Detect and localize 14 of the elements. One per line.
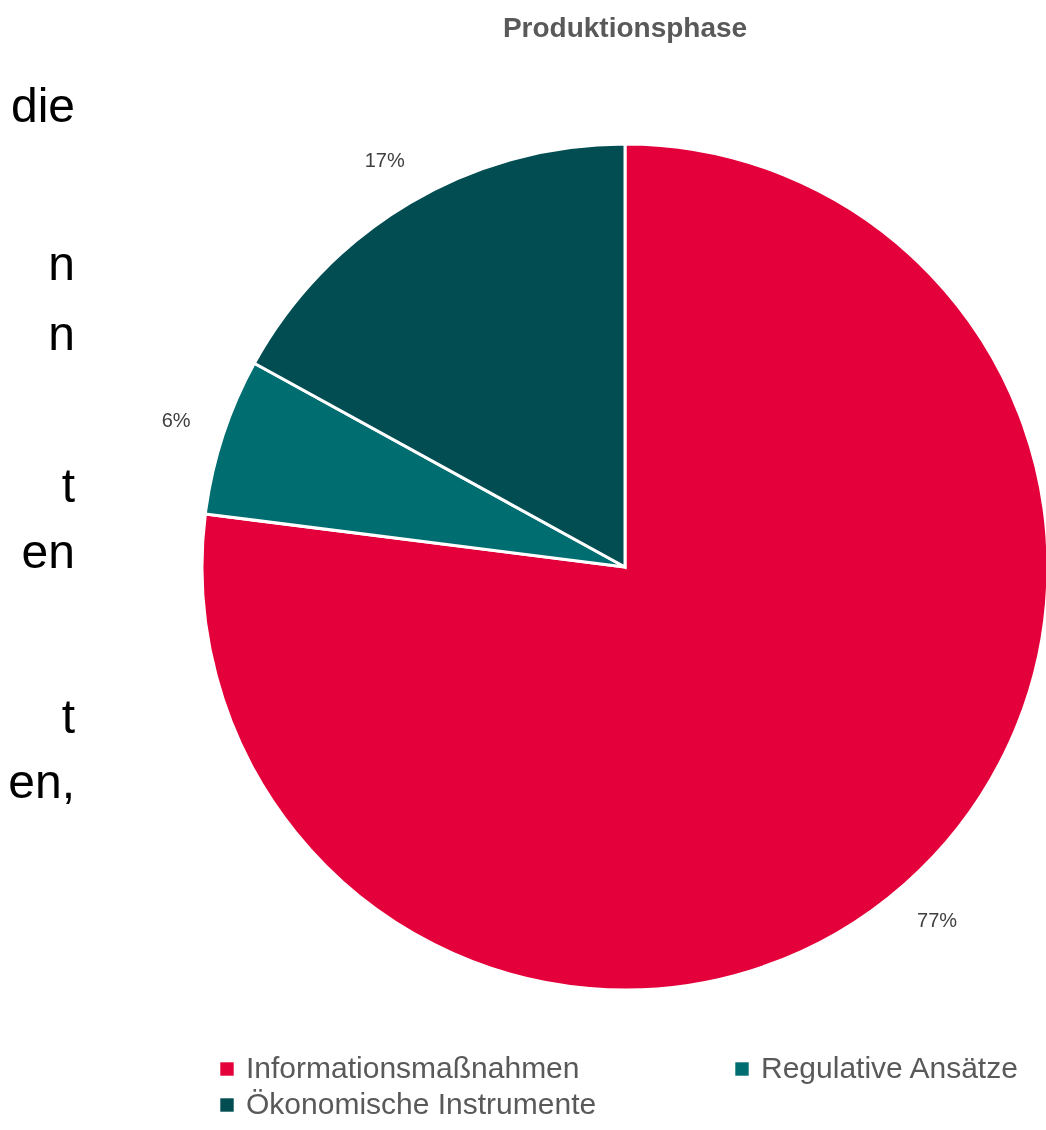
legend-label: Regulative Ansätze: [761, 1051, 1018, 1084]
text: en,: [7, 755, 75, 808]
data-label: 6%: [161, 409, 191, 432]
legend-label: Informationsmaßnahmen: [246, 1051, 580, 1084]
text: t: [60, 690, 75, 743]
text: n: [47, 307, 75, 360]
legend-label: Ökonomische Instrumente: [246, 1087, 597, 1120]
text: n: [47, 237, 75, 290]
text: t: [60, 459, 75, 512]
text: en: [20, 525, 75, 578]
data-label: 77%: [917, 909, 958, 932]
text: die: [9, 79, 75, 132]
data-label: 17%: [364, 148, 405, 171]
chart-title: Produktionsphase: [502, 12, 748, 43]
